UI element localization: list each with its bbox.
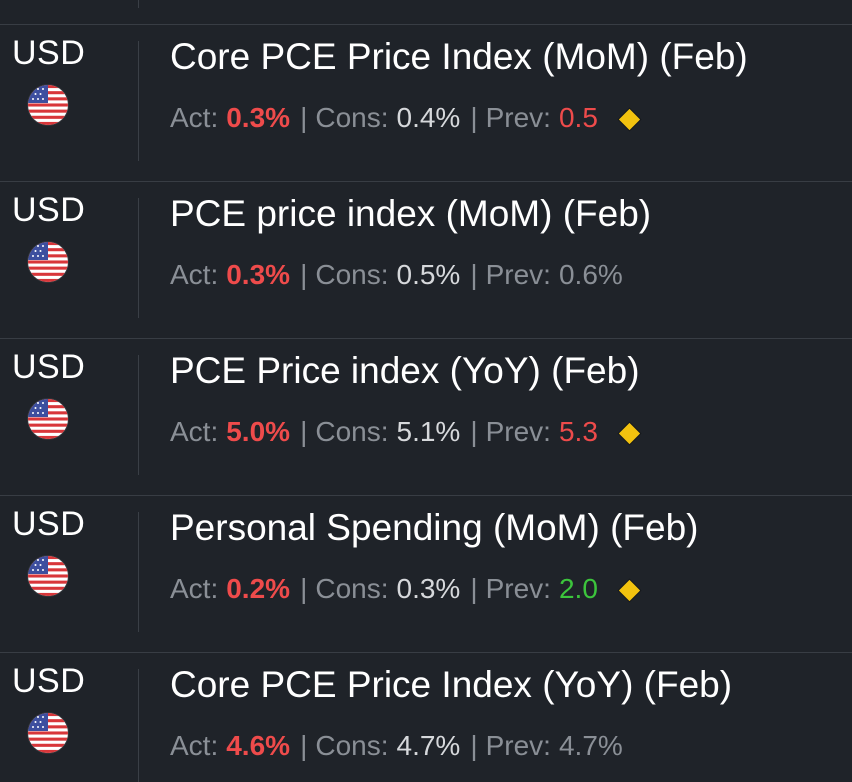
us-flag-icon: [28, 556, 68, 596]
consensus-value: 0.3%: [396, 573, 461, 604]
event-row[interactable]: USD Core PCE Price Index (MoM) (Feb) Act: 0…: [0, 25, 852, 181]
stat-separator: |: [470, 730, 478, 761]
column-divider: [138, 355, 139, 475]
event-stats: Act: 5.0% | Cons: 5.1% | Prev: 5.3: [170, 415, 641, 449]
event-row[interactable]: USD PCE Price index (YoY) (Feb) Act: 5.0% | C…: [0, 339, 852, 495]
previous-value: 4.7%: [558, 730, 623, 761]
previous-label: Prev:: [485, 102, 551, 133]
actual-value: 5.0%: [226, 416, 291, 447]
column-divider: [138, 41, 139, 161]
consensus-label: Cons:: [315, 102, 389, 133]
consensus-value: 0.5%: [396, 259, 461, 290]
event-row[interactable]: USD PCE price index (MoM) (Feb) Act: 0.3% | C…: [0, 182, 852, 338]
row-separator: [0, 24, 852, 25]
actual-value: 0.3%: [226, 102, 291, 133]
actual-label: Act:: [170, 259, 219, 290]
currency-code: USD: [12, 191, 86, 229]
currency-code: USD: [12, 348, 86, 386]
actual-label: Act:: [170, 416, 219, 447]
stat-separator: |: [300, 730, 308, 761]
row-separator: [0, 181, 852, 182]
column-divider: [138, 0, 139, 8]
consensus-label: Cons:: [315, 730, 389, 761]
stat-separator: |: [300, 259, 308, 290]
us-flag-icon: [28, 85, 68, 125]
event-stats: Act: 0.3% | Cons: 0.4% | Prev: 0.5: [170, 101, 641, 135]
actual-label: Act:: [170, 102, 219, 133]
event-row[interactable]: USD Personal Spending (MoM) (Feb) Act: 0.2%…: [0, 496, 852, 652]
currency-code: USD: [12, 662, 86, 700]
event-stats: Act: 4.6% | Cons: 4.7% | Prev: 4.7%: [170, 729, 623, 763]
stat-separator: |: [470, 102, 478, 133]
currency-code: USD: [12, 505, 86, 543]
actual-label: Act:: [170, 730, 219, 761]
row-separator: [0, 338, 852, 339]
consensus-value: 4.7%: [396, 730, 461, 761]
actual-value: 0.3%: [226, 259, 291, 290]
previous-label: Prev:: [485, 259, 551, 290]
row-separator: [0, 495, 852, 496]
column-divider: [138, 512, 139, 632]
row-separator: [0, 652, 852, 653]
event-row[interactable]: USD Core PCE Price Index (YoY) (Feb) Act: 4…: [0, 653, 852, 782]
us-flag-icon: [28, 399, 68, 439]
consensus-value: 5.1%: [396, 416, 461, 447]
previous-label: Prev:: [485, 730, 551, 761]
stat-separator: |: [300, 573, 308, 604]
previous-row-remnant: [0, 0, 852, 24]
us-flag-icon: [28, 242, 68, 282]
previous-label: Prev:: [485, 416, 551, 447]
revised-diamond-icon: [618, 422, 641, 444]
us-flag-icon: [28, 713, 68, 753]
event-title[interactable]: PCE Price index (YoY) (Feb): [170, 350, 640, 391]
stat-separator: |: [470, 573, 478, 604]
stat-separator: |: [300, 102, 308, 133]
currency-code: USD: [12, 34, 86, 72]
stat-separator: |: [470, 416, 478, 447]
event-title[interactable]: Personal Spending (MoM) (Feb): [170, 507, 699, 548]
column-divider: [138, 198, 139, 318]
previous-value: 0.6%: [558, 259, 623, 290]
consensus-label: Cons:: [315, 259, 389, 290]
consensus-label: Cons:: [315, 573, 389, 604]
event-title[interactable]: Core PCE Price Index (MoM) (Feb): [170, 36, 748, 77]
event-title[interactable]: Core PCE Price Index (YoY) (Feb): [170, 664, 733, 705]
event-title[interactable]: PCE price index (MoM) (Feb): [170, 193, 652, 234]
previous-value: 0.5: [558, 102, 598, 133]
actual-value: 0.2%: [226, 573, 291, 604]
column-divider: [138, 669, 139, 782]
actual-value: 4.6%: [226, 730, 291, 761]
event-stats: Act: 0.2% | Cons: 0.3% | Prev: 2.0: [170, 572, 641, 606]
stat-separator: |: [300, 416, 308, 447]
revised-diamond-icon: [618, 108, 641, 130]
previous-value: 5.3: [558, 416, 598, 447]
event-stats: Act: 0.3% | Cons: 0.5% | Prev: 0.6%: [170, 258, 623, 292]
consensus-value: 0.4%: [396, 102, 461, 133]
previous-value: 2.0: [558, 573, 598, 604]
consensus-label: Cons:: [315, 416, 389, 447]
stat-separator: |: [470, 259, 478, 290]
revised-diamond-icon: [618, 579, 641, 601]
previous-label: Prev:: [485, 573, 551, 604]
actual-label: Act:: [170, 573, 219, 604]
